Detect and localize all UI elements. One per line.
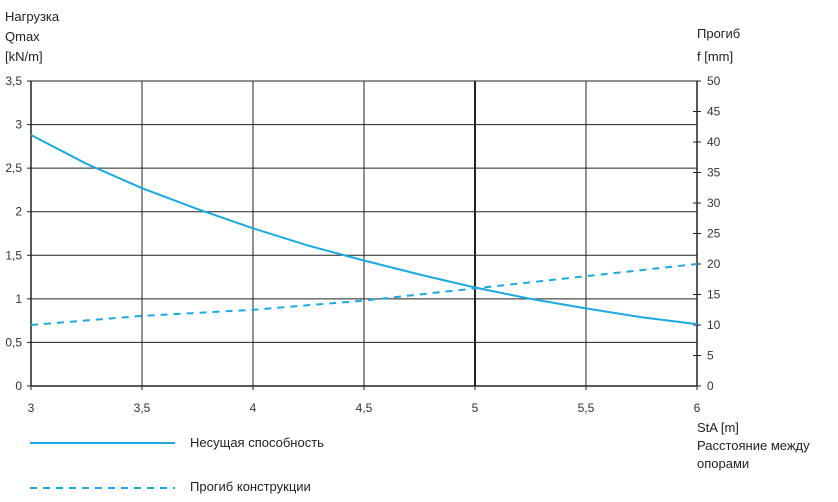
x-tick-label: 6 [694, 401, 701, 415]
right-axis-title-line-2: f [mm] [697, 49, 734, 64]
x-axis-title: StA [m] [697, 420, 739, 435]
y-left-tick-label: 0,5 [5, 335, 22, 349]
x-tick-label: 5,5 [578, 401, 595, 415]
x-tick-label: 3 [28, 401, 35, 415]
legend-label-capacity: Несущая способность [190, 435, 324, 450]
series-line-capacity [30, 134, 698, 326]
legend-swatches [30, 442, 175, 489]
y-right-tick-label: 35 [707, 166, 721, 180]
x-tick-label: 4,5 [356, 401, 373, 415]
y-right-tick-label: 45 [707, 105, 721, 119]
y-right-tick-label: 15 [707, 288, 721, 302]
right-axis-title-line-1: Прогиб [697, 26, 741, 41]
x-tick-label: 4 [250, 401, 257, 415]
y-right-tick-label: 30 [707, 196, 721, 210]
legend-label-deflection: Прогиб конструкции [190, 479, 311, 494]
left-axis-title-line-2: Qmax [5, 29, 40, 44]
y-right-tick-label: 25 [707, 227, 721, 241]
y-left-tick-label: 3 [15, 118, 22, 132]
y-right-tick-label: 40 [707, 135, 721, 149]
x-tick-label: 3,5 [134, 401, 151, 415]
y-right-tick-label: 20 [707, 257, 721, 271]
left-axis-title-line-1: Нагрузка [5, 9, 60, 24]
y-right-tick-label: 5 [707, 349, 714, 363]
x-tick-label: 5 [472, 401, 479, 415]
x-axis-subtitle-line-2: опорами [697, 456, 750, 471]
left-axis-title-line-3: [kN/m] [5, 49, 43, 64]
x-axis-subtitle-line-1: Расстояние между [697, 438, 810, 453]
y-left-tick-label: 1 [15, 292, 22, 306]
y-left-tick-label: 2 [15, 205, 22, 219]
y-right-tick-label: 50 [707, 74, 721, 88]
y-left-tick-label: 0 [15, 379, 22, 393]
y-right-tick-label: 10 [707, 318, 721, 332]
y-left-tick-label: 1,5 [5, 248, 22, 262]
y-right-tick-label: 0 [707, 379, 714, 393]
y-left-tick-label: 2,5 [5, 161, 22, 175]
y-left-tick-label: 3,5 [5, 74, 22, 88]
